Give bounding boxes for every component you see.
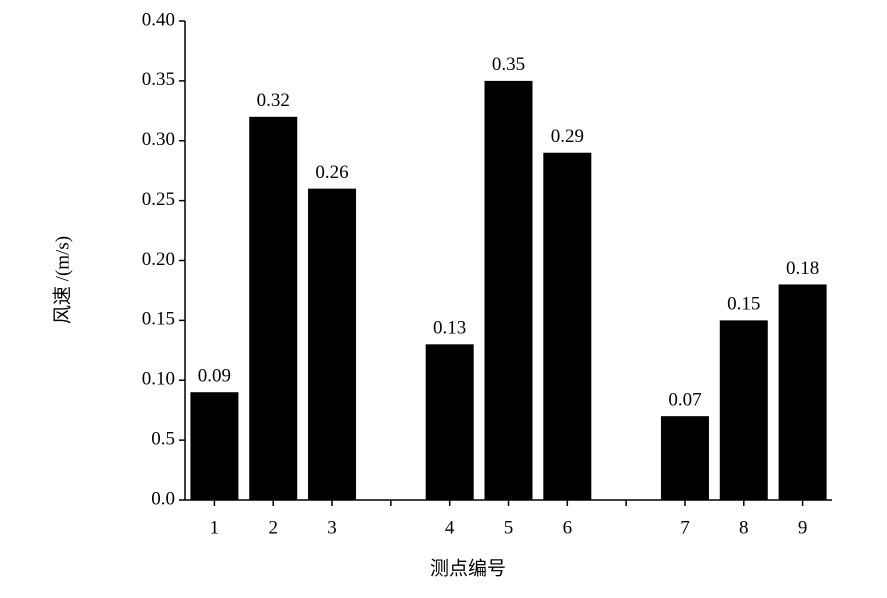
value-label: 0.18	[786, 258, 819, 279]
y-axis-title: 风速 /(m/s)	[51, 236, 73, 324]
y-tick-label: 0.35	[142, 69, 175, 90]
y-tick-label: 0.10	[142, 369, 175, 390]
y-tick-label: 0.5	[151, 428, 175, 449]
value-label: 0.32	[257, 90, 290, 111]
value-label: 0.15	[727, 294, 760, 315]
bar	[484, 80, 533, 500]
value-label: 0.09	[198, 366, 231, 387]
y-tick-label: 0.15	[142, 309, 175, 330]
bar	[778, 284, 827, 500]
x-tick-label: 1	[210, 517, 220, 538]
y-tick-label: 0.20	[142, 249, 175, 270]
x-tick-label: 2	[268, 517, 278, 538]
bar	[308, 188, 357, 500]
x-tick-label: 7	[680, 517, 690, 538]
x-tick-label: 3	[327, 517, 337, 538]
value-label: 0.26	[315, 162, 348, 183]
bar	[249, 116, 298, 501]
value-label: 0.35	[492, 54, 525, 75]
y-tick-label: 0.0	[151, 488, 175, 509]
bar	[190, 392, 239, 500]
value-label: 0.13	[433, 318, 466, 339]
x-axis-title: 测点编号	[430, 557, 506, 579]
x-tick-label: 5	[504, 517, 514, 538]
y-tick-label: 0.25	[142, 189, 175, 210]
value-label: 0.29	[551, 126, 584, 147]
y-tick-label: 0.40	[142, 9, 175, 30]
bar	[660, 416, 709, 500]
bar	[719, 320, 768, 500]
bar	[543, 152, 592, 500]
x-tick-label: 9	[798, 517, 808, 538]
x-tick-label: 4	[445, 517, 455, 538]
bar	[425, 344, 474, 500]
y-tick-label: 0.30	[142, 129, 175, 150]
x-tick-label: 8	[739, 517, 749, 538]
value-label: 0.07	[668, 390, 701, 411]
x-tick-label: 6	[563, 517, 573, 538]
